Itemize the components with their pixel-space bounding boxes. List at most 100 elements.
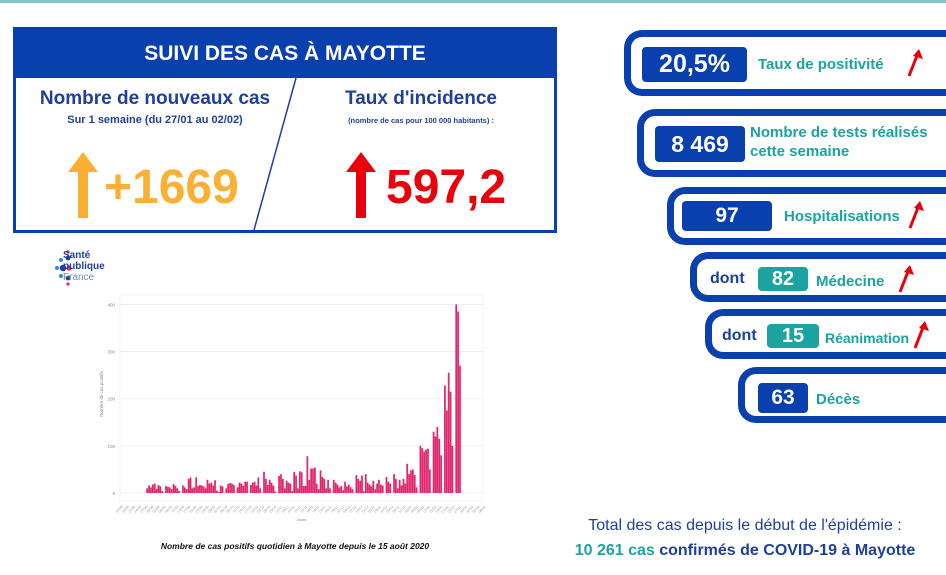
x-tick-label: 02/02 [465,505,474,514]
bar [214,480,216,493]
x-tick-label: 01/12 [336,505,345,514]
bar [148,485,150,493]
bar [347,484,350,493]
x-tick-label: 29/09 [207,505,216,514]
bar [314,467,316,493]
logo-line2: publique [63,261,105,272]
stat-hospitalisations: 97 Hospitalisations [667,187,946,245]
x-tick-label: 10/12 [355,505,364,514]
bar [170,489,173,493]
x-tick-label: 19/12 [373,505,382,514]
bar [289,483,292,493]
bar [266,484,269,493]
x-tick-label: 15/08 [115,505,124,514]
bar [366,482,369,493]
bar [395,478,397,493]
bar [246,481,248,493]
bar [357,478,360,493]
bar [217,492,220,493]
x-tick-label: 23/10 [256,505,265,514]
x-tick-label: 04/12 [342,505,351,514]
bar [146,488,149,493]
bar [374,489,377,493]
new-cases-title: Nombre de nouveaux cas [39,88,271,109]
bar [361,475,363,493]
bar [372,480,375,493]
bar [387,481,390,493]
x-tick-label: 02/09 [152,505,161,514]
bar [406,463,409,493]
bar [191,488,194,493]
bar [379,484,382,493]
bar [167,486,169,493]
bar [238,482,241,493]
x-tick-label: 22/12 [379,505,388,514]
stat-value: 82 [758,267,808,291]
bar [325,488,328,493]
trend-up-icon [913,321,929,349]
bar [359,480,361,493]
bar [157,484,160,493]
bar [400,485,403,493]
bar [212,485,214,493]
bar [349,487,352,493]
x-tick-label: 27/08 [139,505,148,514]
x-tick-label: 11/09 [170,505,179,514]
bar [410,470,412,493]
bar [444,385,446,493]
bar [321,476,324,493]
up-arrow-icon [68,152,98,218]
bar [317,489,320,493]
stat-positivity: 20,5% Taux de positivité [624,30,946,96]
bar [398,479,401,493]
summary-title: SUIVI DES CAS À MAYOTTE [16,30,554,78]
bar [408,474,410,493]
bar [319,470,322,493]
bar [336,484,339,493]
x-tick-label: 20/09 [189,505,198,514]
bar [445,410,448,493]
bar [259,488,262,493]
bar [340,485,343,493]
x-tick-label: 06/01 [410,505,419,514]
bar [393,474,395,493]
bar [440,455,443,493]
stat-label: Réanimation [825,330,910,346]
bar [249,484,252,493]
x-tick-label: 05/02 [472,505,481,514]
bar [376,483,378,493]
stat-value: 8 469 [655,126,745,162]
x-tick-label: 14/10 [238,505,247,514]
bar [242,485,245,493]
bar [216,490,218,493]
bar [189,477,192,493]
x-tick-label: 24/01 [447,505,456,514]
total-rest: confirmés de COVID-19 à Mayotte [654,542,916,559]
x-tick-label: 26/09 [201,505,210,514]
bar [159,486,162,493]
x-tick-label: 22/11 [318,505,327,514]
x-tick-label: 01/11 [275,505,284,514]
bar [425,449,427,493]
stat-value: 97 [682,201,772,231]
x-tick-label: 14/09 [176,505,185,514]
incidence-title: Taux d'incidence [345,88,497,109]
bar [351,489,354,493]
bar [364,474,367,493]
bar [310,468,312,493]
bar [455,304,458,493]
x-tick-label: 28/12 [392,505,401,514]
bar [185,489,188,493]
bar [231,483,233,493]
bar [168,487,171,493]
trend-up-icon [908,201,924,229]
x-tick-label: 21/08 [127,505,136,514]
x-tick-label: 17/10 [244,505,253,514]
bar [342,490,345,493]
trend-up-icon [907,49,923,77]
y-tick-label: 400 [107,302,115,307]
bar [402,478,405,493]
bar [323,478,326,493]
top-rule [0,0,946,3]
bar [165,485,167,493]
